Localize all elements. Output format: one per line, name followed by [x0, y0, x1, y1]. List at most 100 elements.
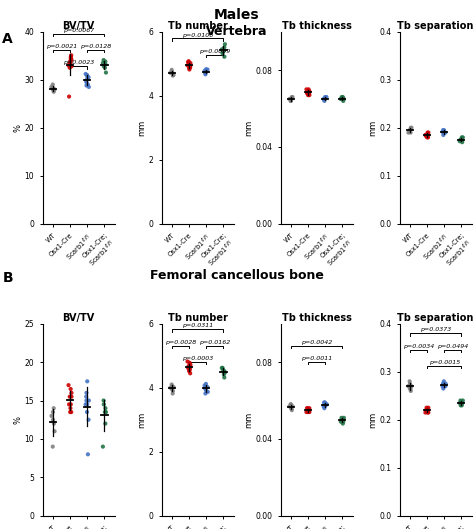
Point	[440, 126, 448, 134]
Point	[82, 396, 90, 405]
Text: p=0.0021: p=0.0021	[46, 44, 77, 49]
Point	[201, 381, 209, 390]
Point	[204, 383, 211, 391]
Point	[50, 419, 58, 428]
Point	[440, 382, 448, 390]
Point	[337, 95, 345, 103]
Point	[68, 56, 75, 64]
Point	[320, 398, 328, 407]
Point	[99, 59, 107, 67]
Point	[288, 404, 295, 413]
Point	[289, 402, 296, 411]
Point	[101, 57, 109, 66]
Text: B: B	[2, 271, 13, 285]
Point	[303, 408, 310, 416]
Point	[304, 89, 311, 97]
Point	[407, 384, 414, 393]
Point	[169, 387, 177, 395]
Point	[67, 404, 74, 413]
Point	[221, 40, 229, 49]
Point	[100, 400, 108, 408]
Point	[100, 62, 108, 70]
Point	[337, 414, 345, 422]
Point	[85, 83, 92, 91]
Point	[288, 406, 296, 414]
Point	[303, 404, 311, 413]
Point	[405, 382, 412, 390]
Point	[66, 57, 74, 66]
Point	[169, 71, 177, 80]
Point	[51, 427, 58, 435]
Point	[219, 365, 227, 373]
Point	[320, 95, 328, 103]
Point	[202, 386, 210, 395]
Point	[83, 71, 91, 79]
Point	[408, 124, 415, 132]
Text: Males: Males	[214, 8, 260, 22]
Text: p=0.0311: p=0.0311	[182, 324, 213, 329]
Point	[65, 381, 73, 389]
Point	[167, 68, 174, 77]
Text: p=0.0003: p=0.0003	[182, 356, 213, 361]
Point	[456, 135, 464, 144]
Text: p=0.0373: p=0.0373	[420, 327, 451, 332]
Point	[83, 377, 91, 386]
Point	[220, 367, 228, 375]
Point	[425, 408, 432, 417]
Point	[306, 404, 313, 413]
Point	[442, 382, 449, 390]
Point	[65, 400, 73, 408]
Point	[65, 93, 73, 101]
Point	[458, 399, 466, 407]
Text: p=0.0042: p=0.0042	[301, 340, 332, 345]
Text: p=0.0494: p=0.0494	[437, 344, 468, 349]
Point	[439, 379, 447, 388]
Point	[221, 368, 229, 377]
Title: Tb separation: Tb separation	[397, 313, 474, 323]
Point	[187, 59, 194, 67]
Point	[85, 415, 92, 424]
Point	[425, 131, 432, 139]
Point	[288, 93, 296, 101]
Point	[305, 85, 312, 94]
Point	[67, 51, 75, 59]
Point	[304, 408, 312, 416]
Point	[439, 384, 447, 393]
Point	[185, 57, 192, 66]
Point	[458, 133, 465, 142]
Y-axis label: mm: mm	[244, 412, 253, 428]
Point	[101, 60, 109, 69]
Point	[67, 408, 75, 416]
Point	[439, 127, 447, 136]
Point	[406, 126, 414, 134]
Text: p=0.0023: p=0.0023	[63, 60, 94, 66]
Point	[338, 93, 346, 101]
Point	[185, 63, 193, 72]
Point	[101, 408, 109, 416]
Point	[303, 89, 311, 97]
Point	[49, 415, 57, 424]
Point	[305, 406, 313, 414]
Point	[187, 61, 194, 70]
Point	[337, 95, 345, 103]
Point	[169, 69, 176, 78]
Point	[406, 379, 414, 388]
Point	[423, 131, 431, 139]
Point	[407, 129, 414, 137]
Point	[422, 132, 430, 140]
Point	[168, 380, 175, 389]
Point	[67, 56, 74, 65]
Point	[82, 400, 90, 408]
Point	[202, 67, 210, 76]
Point	[340, 95, 347, 103]
Point	[287, 97, 294, 105]
Point	[305, 89, 313, 97]
Point	[439, 131, 447, 139]
Point	[219, 49, 227, 58]
Point	[406, 126, 413, 134]
Point	[408, 382, 415, 390]
Point	[84, 450, 91, 459]
Title: Tb separation: Tb separation	[397, 21, 474, 31]
Point	[187, 360, 194, 369]
Point	[186, 63, 194, 72]
